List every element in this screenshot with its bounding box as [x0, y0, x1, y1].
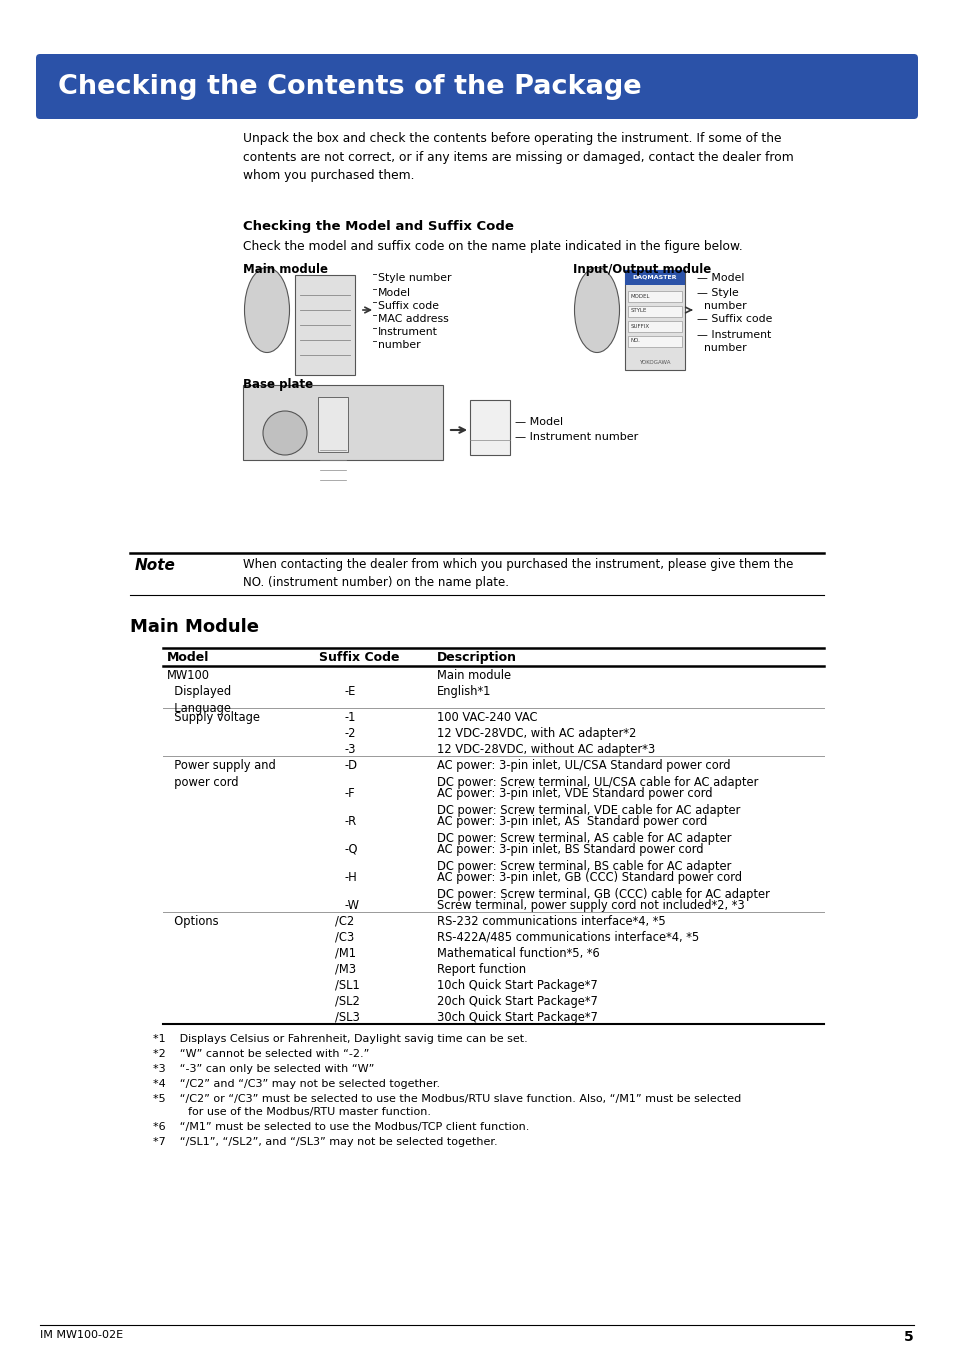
Text: Instrument: Instrument: [377, 327, 437, 338]
Text: RS-232 communications interface*4, *5: RS-232 communications interface*4, *5: [436, 915, 665, 927]
Text: /M3: /M3: [335, 963, 355, 976]
Text: Unpack the box and check the contents before operating the instrument. If some o: Unpack the box and check the contents be…: [243, 132, 793, 182]
Text: SUFFIX: SUFFIX: [630, 324, 649, 328]
Text: 30ch Quick Start Package*7: 30ch Quick Start Package*7: [436, 1011, 598, 1025]
Text: Options: Options: [167, 915, 218, 927]
Text: Report function: Report function: [436, 963, 525, 976]
Text: -R: -R: [345, 815, 356, 828]
Text: -Q: -Q: [345, 842, 358, 856]
Text: -H: -H: [345, 871, 357, 884]
Text: /SL2: /SL2: [335, 995, 359, 1008]
Text: IM MW100-02E: IM MW100-02E: [40, 1330, 123, 1341]
Text: Power supply and
  power cord: Power supply and power cord: [167, 759, 275, 788]
Text: MODEL: MODEL: [630, 293, 650, 298]
Text: STYLE: STYLE: [630, 309, 647, 313]
Text: Main Module: Main Module: [130, 618, 258, 636]
Text: /C3: /C3: [335, 931, 354, 944]
Text: AC power: 3-pin inlet, GB (CCC) Standard power cord
DC power: Screw terminal, GB: AC power: 3-pin inlet, GB (CCC) Standard…: [436, 871, 769, 900]
Text: Screw terminal, power supply cord not included*2, *3: Screw terminal, power supply cord not in…: [436, 899, 744, 913]
Text: /C2: /C2: [335, 915, 354, 927]
Text: Model: Model: [377, 288, 411, 298]
Text: NO.: NO.: [630, 339, 640, 343]
Bar: [627, 292, 681, 302]
Text: 20ch Quick Start Package*7: 20ch Quick Start Package*7: [436, 995, 598, 1008]
Text: number: number: [697, 301, 746, 310]
Text: Description: Description: [436, 651, 517, 664]
Text: *1    Displays Celsius or Fahrenheit, Daylight savig time can be set.: *1 Displays Celsius or Fahrenheit, Dayli…: [152, 1034, 527, 1044]
Text: *4    “/C2” and “/C3” may not be selected together.: *4 “/C2” and “/C3” may not be selected t…: [152, 1079, 439, 1089]
Ellipse shape: [574, 267, 618, 352]
Text: AC power: 3-pin inlet, BS Standard power cord
DC power: Screw terminal, BS cable: AC power: 3-pin inlet, BS Standard power…: [436, 842, 731, 873]
Text: AC power: 3-pin inlet, AS  Standard power cord
DC power: Screw terminal, AS cabl: AC power: 3-pin inlet, AS Standard power…: [436, 815, 731, 845]
Text: — Model: — Model: [515, 417, 562, 427]
Text: Model: Model: [167, 651, 209, 664]
Bar: [294, 275, 355, 375]
Bar: [624, 270, 684, 370]
Text: Suffix code: Suffix code: [377, 301, 438, 310]
Text: Input/Output module: Input/Output module: [573, 263, 711, 275]
Text: *7    “/SL1”, “/SL2”, and “/SL3” may not be selected together.: *7 “/SL1”, “/SL2”, and “/SL3” may not be…: [152, 1137, 497, 1148]
Text: 100 VAC-240 VAC: 100 VAC-240 VAC: [436, 711, 537, 724]
Bar: [243, 385, 442, 460]
Text: RS-422A/485 communications interface*4, *5: RS-422A/485 communications interface*4, …: [436, 931, 699, 944]
Text: Main module: Main module: [243, 263, 328, 275]
Text: — Suffix code: — Suffix code: [697, 315, 772, 324]
Text: *6    “/M1” must be selected to use the Modbus/TCP client function.: *6 “/M1” must be selected to use the Mod…: [152, 1122, 529, 1133]
Text: 12 VDC-28VDC, without AC adapter*3: 12 VDC-28VDC, without AC adapter*3: [436, 743, 655, 756]
Text: /SL1: /SL1: [335, 979, 359, 992]
Text: English*1: English*1: [436, 684, 491, 698]
Text: Displayed
  Language: Displayed Language: [167, 684, 231, 716]
Bar: [627, 336, 681, 347]
FancyBboxPatch shape: [36, 54, 917, 119]
Text: -2: -2: [345, 728, 356, 740]
Text: When contacting the dealer from which you purchased the instrument, please give : When contacting the dealer from which yo…: [243, 558, 793, 589]
Text: — Model: — Model: [697, 273, 743, 284]
Text: *5    “/C2” or “/C3” must be selected to use the Modbus/RTU slave function. Also: *5 “/C2” or “/C3” must be selected to us…: [152, 1094, 740, 1118]
Text: /M1: /M1: [335, 946, 355, 960]
Bar: [624, 270, 684, 285]
Text: MAC address: MAC address: [377, 315, 448, 324]
Text: -E: -E: [345, 684, 356, 698]
Ellipse shape: [244, 267, 289, 352]
Text: Main module: Main module: [436, 670, 511, 682]
Text: -D: -D: [345, 759, 357, 772]
Text: Suffix Code: Suffix Code: [318, 651, 399, 664]
Bar: [627, 306, 681, 317]
Text: -1: -1: [345, 711, 356, 724]
Text: YOKOGAWA: YOKOGAWA: [639, 359, 670, 364]
Text: Note: Note: [135, 558, 175, 572]
Text: AC power: 3-pin inlet, VDE Standard power cord
DC power: Screw terminal, VDE cab: AC power: 3-pin inlet, VDE Standard powe…: [436, 787, 740, 817]
Text: *2    “W” cannot be selected with “-2.”: *2 “W” cannot be selected with “-2.”: [152, 1049, 369, 1058]
Text: *3    “-3” can only be selected with “W”: *3 “-3” can only be selected with “W”: [152, 1064, 374, 1075]
Text: number: number: [377, 340, 420, 350]
Text: Base plate: Base plate: [243, 378, 313, 392]
Bar: [317, 397, 348, 452]
Text: 10ch Quick Start Package*7: 10ch Quick Start Package*7: [436, 979, 598, 992]
Text: AC power: 3-pin inlet, UL/CSA Standard power cord
DC power: Screw terminal, UL/C: AC power: 3-pin inlet, UL/CSA Standard p…: [436, 759, 758, 788]
Text: — Instrument: — Instrument: [697, 329, 770, 340]
Text: number: number: [697, 343, 746, 352]
Text: Supply voltage: Supply voltage: [167, 711, 260, 724]
Text: DAQMASTER: DAQMASTER: [632, 274, 677, 279]
Text: -W: -W: [345, 899, 359, 913]
Text: — Style: — Style: [697, 288, 738, 298]
Text: -F: -F: [345, 787, 355, 801]
Text: Mathematical function*5, *6: Mathematical function*5, *6: [436, 946, 599, 960]
Text: Style number: Style number: [377, 273, 451, 284]
Text: MW100: MW100: [167, 670, 210, 682]
Text: 5: 5: [903, 1330, 913, 1345]
Text: -3: -3: [345, 743, 356, 756]
Bar: [627, 321, 681, 332]
Circle shape: [263, 410, 307, 455]
Text: /SL3: /SL3: [335, 1011, 359, 1025]
Text: Check the model and suffix code on the name plate indicated in the figure below.: Check the model and suffix code on the n…: [243, 240, 742, 252]
Text: Checking the Model and Suffix Code: Checking the Model and Suffix Code: [243, 220, 514, 234]
Text: Checking the Contents of the Package: Checking the Contents of the Package: [58, 73, 641, 100]
Bar: [470, 400, 510, 455]
Text: — Instrument number: — Instrument number: [515, 432, 638, 441]
Text: 12 VDC-28VDC, with AC adapter*2: 12 VDC-28VDC, with AC adapter*2: [436, 728, 636, 740]
